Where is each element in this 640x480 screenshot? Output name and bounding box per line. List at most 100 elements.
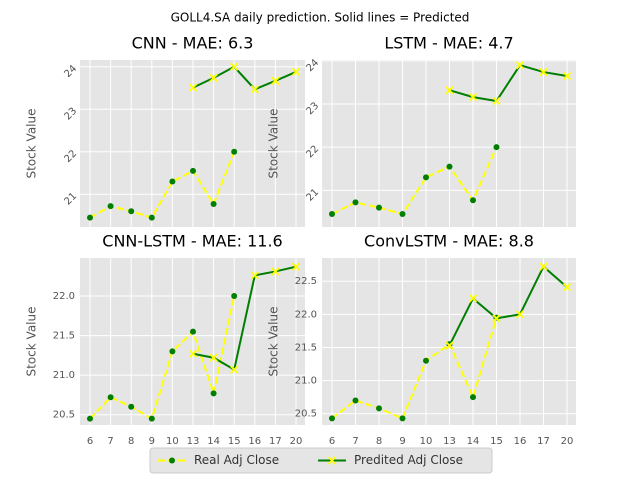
y-axis-label: Stock Value: [267, 109, 281, 179]
marker: [271, 267, 280, 276]
marker: [87, 214, 93, 221]
series-line: [331, 146, 498, 216]
x-tick-label: 9: [149, 436, 155, 447]
marker: [107, 203, 114, 210]
marker: [190, 328, 196, 335]
y-tick-label: 21.0: [295, 376, 317, 387]
marker: [230, 62, 239, 71]
x-tick-label: 10: [166, 436, 179, 447]
marker: [231, 148, 238, 155]
y-tick-label: 22.0: [295, 309, 317, 320]
y-tick-label: 21: [62, 191, 79, 208]
x-tick-label: 17: [269, 436, 282, 447]
series-line: [331, 317, 498, 420]
x-tick-label: 15: [490, 436, 503, 447]
marker: [329, 211, 335, 218]
y-tick-label: 24: [304, 57, 321, 74]
marker: [423, 174, 429, 181]
marker: [446, 163, 453, 170]
marker: [492, 96, 501, 106]
x-tick-label: 14: [207, 436, 220, 447]
marker: [562, 283, 572, 292]
marker: [539, 67, 548, 77]
marker: [492, 314, 501, 323]
marker: [148, 214, 155, 221]
series-line: [192, 265, 297, 372]
y-tick-label: 23: [62, 106, 79, 123]
marker: [190, 167, 196, 174]
x-tick-label: 13: [187, 436, 200, 447]
marker: [445, 86, 454, 95]
marker: [352, 397, 359, 404]
marker: [230, 365, 239, 374]
y-tick-label: 20.5: [295, 409, 317, 420]
marker: [87, 415, 93, 422]
y-axis-label: Stock Value: [25, 307, 39, 377]
legend-marker: [169, 457, 175, 464]
x-tick-label: 20: [290, 436, 303, 447]
marker: [250, 271, 259, 280]
marker: [423, 357, 429, 364]
marker: [445, 341, 454, 350]
marker: [291, 262, 301, 271]
marker: [188, 83, 198, 92]
x-tick-label: 14: [467, 436, 480, 447]
y-tick-label: 21.5: [295, 342, 317, 353]
marker: [169, 348, 176, 355]
x-tick-label: 6: [329, 436, 335, 447]
x-tick-label: 6: [87, 436, 93, 447]
marker: [209, 73, 218, 82]
marker: [291, 67, 301, 77]
y-tick-label: 21.0: [53, 370, 75, 381]
subplot-title: LSTM - MAE: 4.7: [384, 34, 513, 53]
marker: [250, 85, 259, 94]
marker: [188, 349, 198, 358]
legend-label: Real Adj Close: [194, 453, 279, 467]
marker: [329, 415, 335, 422]
marker: [209, 353, 218, 362]
series-line: [192, 65, 297, 91]
y-tick-label: 21: [304, 187, 321, 204]
marker: [210, 201, 217, 208]
marker: [470, 394, 476, 401]
y-axis-label: Stock Value: [25, 109, 39, 179]
series-line: [449, 64, 568, 103]
marker: [562, 71, 572, 81]
x-tick-label: 20: [561, 436, 574, 447]
x-tick-label: 15: [228, 436, 241, 447]
marker: [271, 76, 280, 85]
y-axis-label: Stock Value: [267, 307, 281, 377]
marker: [169, 178, 176, 185]
x-tick-label: 10: [420, 436, 433, 447]
y-tick-label: 23: [304, 100, 321, 117]
figure-title: GOLL4.SA daily prediction. Solid lines =…: [171, 11, 470, 25]
marker: [515, 61, 525, 70]
y-tick-label: 22: [62, 148, 79, 165]
marker: [210, 390, 217, 397]
marker: [399, 415, 406, 422]
marker: [493, 144, 500, 151]
series-line: [89, 295, 236, 421]
marker: [376, 204, 382, 211]
series-line: [89, 151, 236, 219]
x-tick-label: 17: [537, 436, 550, 447]
series-line: [448, 265, 568, 346]
marker: [128, 403, 135, 410]
marker: [148, 415, 155, 422]
marker: [128, 208, 135, 215]
y-tick-label: 22.5: [295, 276, 317, 287]
subplot-title: CNN-LSTM - MAE: 11.6: [102, 232, 282, 251]
marker: [468, 92, 478, 102]
x-tick-label: 16: [514, 436, 527, 447]
marker: [468, 294, 478, 303]
marker: [107, 394, 114, 401]
x-tick-label: 16: [248, 436, 261, 447]
x-tick-label: 8: [376, 436, 382, 447]
y-tick-label: 24: [62, 63, 79, 80]
marker: [539, 262, 548, 271]
marker: [231, 292, 238, 299]
x-tick-label: 8: [128, 436, 134, 447]
marker: [470, 197, 476, 204]
x-tick-label: 13: [443, 436, 456, 447]
